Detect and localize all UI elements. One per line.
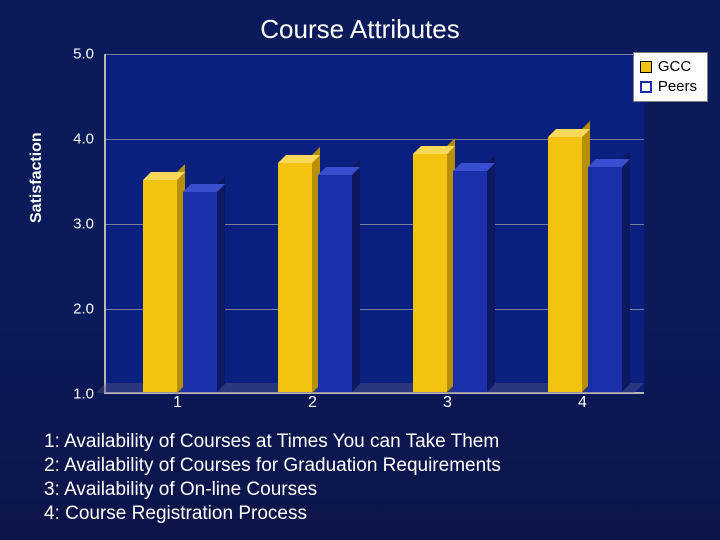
y-tick-label: 1.0 <box>54 386 94 403</box>
legend: GCC Peers <box>633 52 708 102</box>
bar <box>143 180 177 393</box>
legend-label: GCC <box>658 57 691 77</box>
grid-line <box>106 54 644 55</box>
bar <box>588 167 622 392</box>
y-tick-label: 3.0 <box>54 216 94 233</box>
caption-line: 3: Availability of On-line Courses <box>44 478 501 502</box>
y-axis-label: Satisfaction <box>28 132 46 223</box>
bar <box>318 175 352 392</box>
legend-item: GCC <box>640 57 697 77</box>
x-tick-label: 2 <box>308 394 317 412</box>
caption-line: 4: Course Registration Process <box>44 502 501 526</box>
x-tick-label: 4 <box>578 394 587 412</box>
x-tick-label: 1 <box>173 394 182 412</box>
plot-area <box>104 54 644 394</box>
y-tick-label: 5.0 <box>54 46 94 63</box>
bar <box>183 192 217 392</box>
chart-title: Course Attributes <box>0 14 720 45</box>
chart-container: Satisfaction 1.02.03.04.05.01234 <box>40 48 680 428</box>
y-tick-label: 2.0 <box>54 301 94 318</box>
bar <box>548 137 582 392</box>
bar <box>413 154 447 392</box>
x-tick-label: 3 <box>443 394 452 412</box>
bar <box>278 163 312 393</box>
y-tick-label: 4.0 <box>54 131 94 148</box>
caption-line: 1: Availability of Courses at Times You … <box>44 430 501 454</box>
legend-swatch-icon <box>640 61 652 73</box>
caption-line: 2: Availability of Courses for Graduatio… <box>44 454 501 478</box>
legend-item: Peers <box>640 77 697 97</box>
category-captions: 1: Availability of Courses at Times You … <box>44 430 501 526</box>
legend-label: Peers <box>658 77 697 97</box>
bar <box>453 171 487 392</box>
legend-swatch-icon <box>640 81 652 93</box>
